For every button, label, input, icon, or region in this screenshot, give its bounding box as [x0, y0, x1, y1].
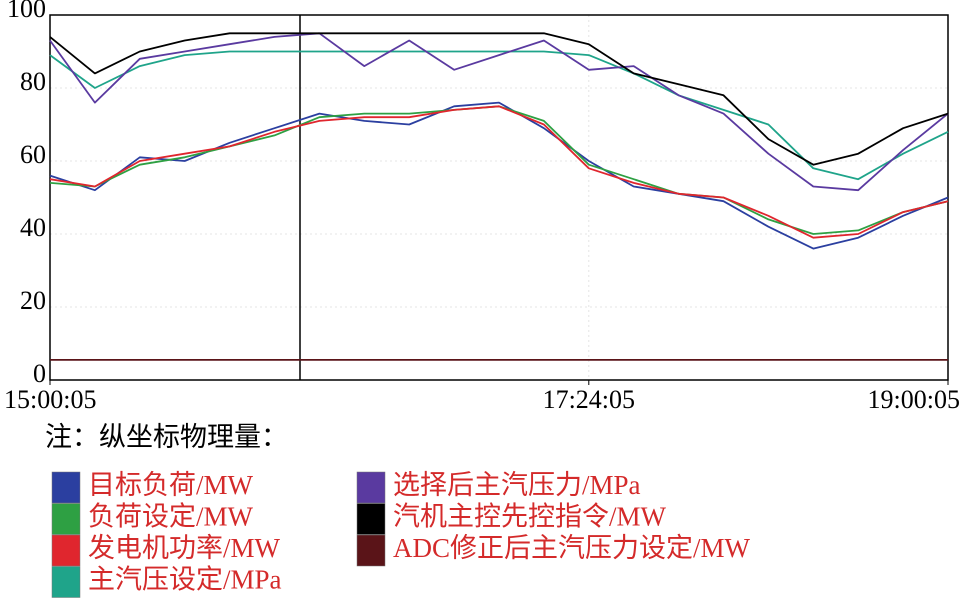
legend-label: 负荷设定/MW [88, 502, 254, 532]
legend-swatch [51, 534, 81, 567]
grid [49, 14, 949, 381]
legend-label: 汽机主控先控指令/MW [393, 502, 667, 532]
y-tick-label: 100 [7, 0, 46, 23]
x-tick-label: 15:00:05 [4, 385, 96, 414]
series-line [49, 50, 949, 181]
y-tick-label: 20 [20, 286, 46, 315]
legend-swatch [356, 534, 386, 567]
series-line [49, 105, 949, 239]
legend-label: 主汽压设定/MPa [88, 565, 282, 595]
x-tick-label: 19:00:05 [868, 385, 960, 414]
legend-title: 注：纵坐标物理量： [45, 422, 288, 452]
series-line [49, 32, 949, 166]
legend-swatch [356, 471, 386, 504]
y-tick-label: 0 [33, 359, 46, 388]
legend-swatch [356, 503, 386, 535]
plot-frame [49, 14, 949, 381]
legend-label: 目标负荷/MW [88, 470, 254, 500]
legend-label: ADC修正后主汽压力设定/MW [393, 533, 751, 563]
legend-label: 选择后主汽压力/MPa [393, 470, 641, 500]
series-line [49, 32, 949, 192]
legend-swatch [51, 471, 81, 504]
series-line [49, 101, 949, 250]
series-line [49, 105, 949, 235]
y-tick-label: 40 [20, 213, 46, 242]
legend-swatch [51, 566, 81, 598]
legend-swatch [51, 503, 81, 535]
y-tick-label: 80 [20, 67, 46, 96]
legend-label: 发电机功率/MW [88, 533, 281, 563]
x-tick-label: 17:24:05 [543, 385, 635, 414]
y-tick-label: 60 [20, 140, 46, 169]
